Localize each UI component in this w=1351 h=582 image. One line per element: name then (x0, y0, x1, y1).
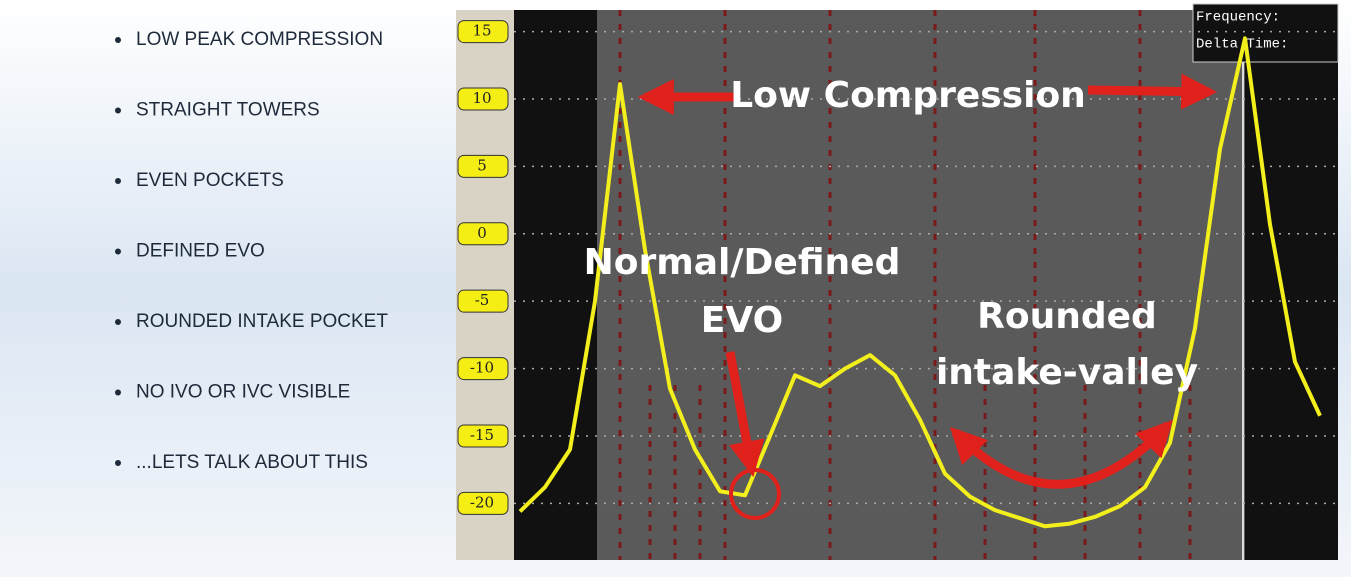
y-tick-label: 15 (472, 22, 491, 40)
bullet-text: STRAIGHT TOWERS (136, 100, 320, 121)
bullet-dot (115, 389, 121, 396)
annotation: Rounded (977, 296, 1157, 337)
tick-badge (457, 289, 509, 313)
bullet-text: EVEN POCKETS (136, 170, 284, 191)
annotation: intake-valley (936, 352, 1198, 393)
plot: 15 10 5 0 -5 -10 -15 -20 (457, 20, 1338, 529)
tick-badge (457, 491, 509, 515)
bullet-text: LOW PEAK COMPRESSION (136, 29, 383, 50)
bullet-dot (115, 460, 121, 466)
arrows (637, 73, 1218, 489)
y-tick-label: 5 (477, 156, 487, 174)
bullet-dot (115, 319, 121, 325)
tick-badge (457, 424, 509, 448)
bullet-text: ROUNDED INTAKE POCKET (136, 311, 388, 332)
y-tick-label: 0 (477, 224, 487, 242)
bullet-dot (115, 178, 121, 184)
annotation: EVO (701, 300, 783, 341)
y-tick-label: -20 (470, 493, 494, 511)
bullet-text: NO IVO OR IVC VISIBLE (136, 382, 350, 403)
annotation: Low Compression (730, 75, 1086, 116)
tick-badge (457, 222, 509, 246)
y-tick-label: -15 (470, 426, 494, 444)
bullet-list: LOW PEAK COMPRESSION STRAIGHT TOWERS EVEN … (115, 29, 388, 473)
y-tick-label: -10 (470, 359, 494, 377)
y-tick-label: 10 (472, 89, 491, 107)
readout-line: Frequency: (1196, 10, 1280, 26)
tick-badge (457, 154, 509, 178)
trace (518, 36, 1322, 529)
bullet-text: ...LETS TALK ABOUT THIS (136, 452, 368, 473)
evo-circle (729, 468, 781, 520)
readout-box (1192, 3, 1339, 63)
bullet-dot (115, 107, 121, 114)
tick-badge (457, 357, 509, 381)
bullet-dot (115, 248, 121, 255)
bullet-text: DEFINED EVO (136, 241, 265, 262)
tick-badge (457, 87, 509, 111)
tick-badge (457, 20, 509, 44)
bullet-dot (115, 37, 121, 43)
annotation: Normal/Defined (584, 242, 901, 283)
y-tick-label: -5 (475, 291, 490, 309)
cursor-lines (618, 10, 1244, 560)
